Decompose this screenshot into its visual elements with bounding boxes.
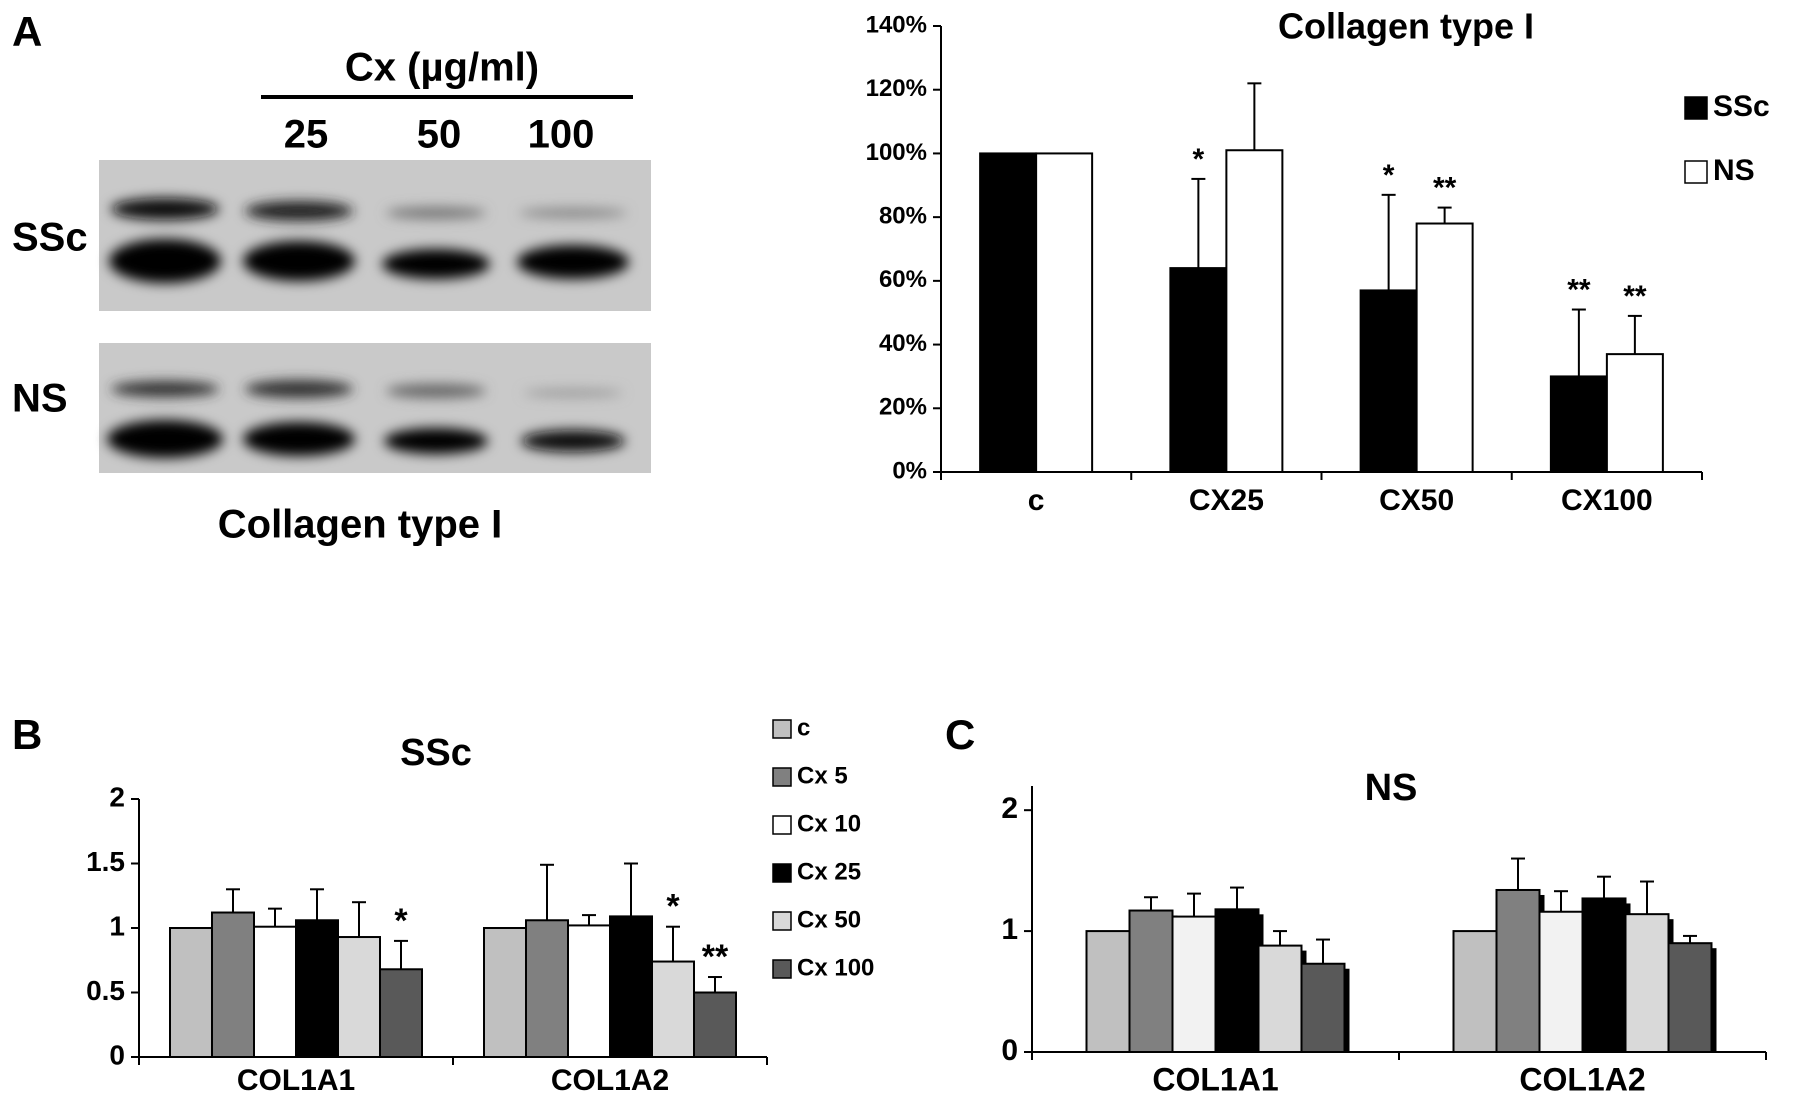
bar (1452, 930, 1498, 1053)
bar (693, 991, 737, 1058)
bar (1169, 267, 1228, 473)
legend-swatch (772, 959, 792, 979)
legend-label: Cx 10 (797, 810, 861, 837)
legend-label: NS (1713, 154, 1755, 187)
bar (1214, 908, 1260, 1053)
chart-title: NS (1365, 767, 1418, 809)
significance: * (1383, 159, 1395, 192)
y-tick-label: 2 (109, 781, 125, 812)
bar (1495, 888, 1541, 1053)
chart-title: SSc (400, 732, 472, 774)
y-tick-label: 20% (879, 394, 927, 421)
y-tick-label: 0 (1001, 1034, 1018, 1067)
panel-letter: A (12, 8, 42, 55)
bar (1605, 353, 1664, 473)
bar (337, 936, 381, 1059)
y-tick-label: 100% (866, 139, 927, 166)
y-tick-label: 2 (1001, 792, 1018, 825)
legend-swatch (772, 863, 792, 883)
x-tick-label: COL1A2 (551, 1064, 669, 1094)
significance: ** (1433, 172, 1457, 205)
y-tick-label: 0.5 (86, 975, 125, 1006)
bar (379, 968, 423, 1059)
significance: ** (1623, 280, 1647, 313)
x-tick-label: COL1A1 (1152, 1061, 1278, 1094)
legend-label: Cx 50 (797, 906, 861, 933)
bar (1035, 152, 1094, 474)
legend-label: Cx 25 (797, 858, 861, 885)
bar (1359, 289, 1418, 473)
bar (1257, 944, 1303, 1053)
bar (525, 919, 569, 1059)
significance: * (394, 902, 408, 940)
significance: * (1193, 143, 1205, 176)
bar (253, 925, 297, 1059)
bar (979, 152, 1038, 474)
blot-caption: Collagen type I (218, 503, 503, 547)
bar (1538, 910, 1584, 1054)
chart-title: Collagen type I (1278, 6, 1534, 47)
bar (567, 924, 611, 1058)
y-tick-label: 40% (879, 330, 927, 357)
dose-label: 50 (417, 113, 462, 157)
y-tick-label: 120% (866, 75, 927, 102)
bar (1581, 897, 1627, 1053)
x-tick-label: CX25 (1189, 484, 1264, 517)
bar (1624, 913, 1670, 1053)
dose-label: 25 (284, 113, 329, 157)
y-tick-label: 1 (1001, 913, 1018, 946)
bar (1415, 222, 1474, 473)
bar (1171, 915, 1217, 1054)
significance: ** (702, 938, 729, 976)
y-tick-label: 80% (879, 202, 927, 229)
blot-row-label: NS (12, 377, 68, 421)
blot-image (99, 160, 651, 473)
x-tick-label: COL1A2 (1519, 1061, 1645, 1094)
legend-label: c (797, 714, 810, 741)
y-tick-label: 1 (109, 910, 125, 941)
blot-row-label: SSc (12, 216, 88, 260)
bar (1549, 375, 1608, 473)
x-tick-label: CX50 (1379, 484, 1454, 517)
legend-label: SSc (1713, 90, 1770, 123)
y-tick-label: 0 (109, 1039, 125, 1070)
bar (1085, 930, 1131, 1053)
bar (483, 927, 527, 1058)
significance: * (666, 888, 680, 926)
legend-label: Cx 5 (797, 762, 848, 789)
legend-swatch (772, 815, 792, 835)
legend-swatch (1684, 160, 1708, 184)
legend-label: Cx 100 (797, 954, 874, 981)
bar (295, 919, 339, 1059)
bar (211, 911, 255, 1059)
blot-header: Cx (µg/ml) (345, 46, 539, 90)
x-tick-label: c (1028, 484, 1045, 517)
legend-swatch (772, 911, 792, 931)
y-tick-label: 1.5 (86, 846, 125, 877)
bar (169, 927, 213, 1058)
legend-swatch (772, 719, 792, 739)
y-tick-label: 60% (879, 266, 927, 293)
x-tick-label: COL1A1 (237, 1064, 355, 1094)
y-tick-label: 0% (892, 457, 927, 484)
dose-label: 100 (528, 113, 595, 157)
panel-letter: C (945, 711, 975, 758)
bar (1128, 909, 1174, 1054)
bar (609, 915, 653, 1059)
legend-swatch (1684, 96, 1708, 120)
x-tick-label: CX100 (1561, 484, 1653, 517)
bar (1225, 149, 1284, 473)
bar (1300, 962, 1346, 1054)
significance: ** (1567, 273, 1591, 306)
panel-letter: B (12, 711, 42, 758)
legend-swatch (772, 767, 792, 787)
bar (1667, 942, 1713, 1054)
y-tick-label: 140% (866, 11, 927, 38)
bar (651, 960, 695, 1058)
